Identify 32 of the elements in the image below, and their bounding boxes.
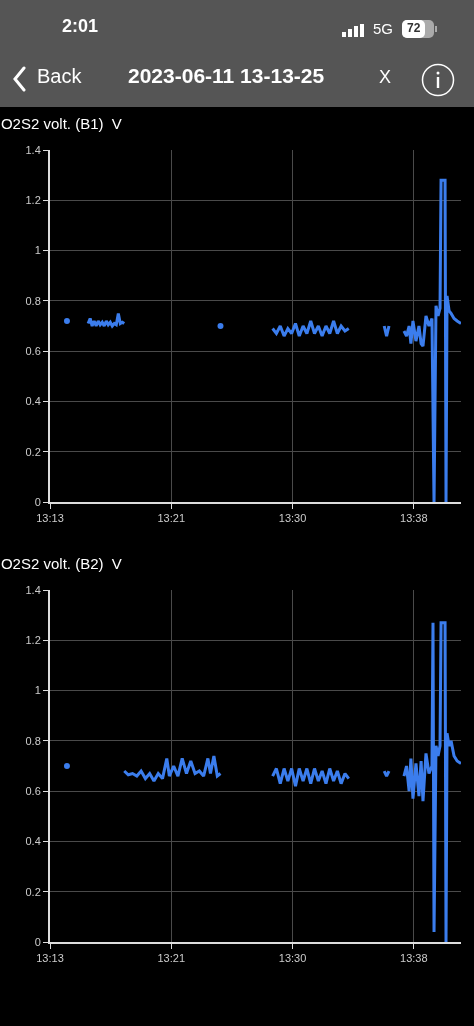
y-tick-label: 1 bbox=[34, 684, 41, 697]
chart-title: O2S2 volt. (B2) V bbox=[0, 555, 122, 573]
y-tick-label: 0.4 bbox=[25, 395, 41, 408]
y-tick-label: 0.6 bbox=[25, 344, 41, 357]
text: 72 bbox=[407, 21, 421, 35]
text: X bbox=[379, 67, 392, 88]
chart-title: O2S2 volt. (B1) V bbox=[0, 115, 122, 133]
x-tick-label: 13:13 bbox=[36, 952, 64, 965]
x-tick-label: 13:21 bbox=[157, 952, 186, 965]
y-tick-label: 1.2 bbox=[25, 194, 41, 207]
text: 5G bbox=[373, 20, 394, 37]
y-tick-label: 0.2 bbox=[25, 885, 41, 898]
y-tick-label: 1 bbox=[34, 244, 41, 257]
y-tick-label: 1.2 bbox=[25, 634, 41, 647]
x-tick-label: 13:21 bbox=[157, 512, 186, 525]
x-tick-label: 13:30 bbox=[278, 512, 307, 525]
y-tick-label: 0.6 bbox=[25, 784, 41, 797]
y-tick-label: 1.4 bbox=[25, 583, 41, 596]
y-tick-label: 0.8 bbox=[25, 734, 41, 747]
y-tick-label: 0.8 bbox=[25, 294, 41, 307]
y-tick-label: 0 bbox=[34, 935, 41, 948]
x-tick-label: 13:38 bbox=[400, 952, 428, 965]
y-tick-label: 0.4 bbox=[25, 835, 41, 848]
text: 2023-06-11 13-13-25 bbox=[128, 64, 325, 88]
y-tick-label: 1.4 bbox=[25, 143, 41, 156]
x-tick-label: 13:13 bbox=[36, 512, 64, 525]
x-tick-label: 13:30 bbox=[278, 952, 307, 965]
text: 2:01 bbox=[62, 16, 99, 37]
x-tick-label: 13:38 bbox=[400, 512, 428, 525]
y-tick-label: 0 bbox=[34, 495, 41, 508]
text: Back bbox=[37, 65, 82, 88]
y-tick-label: 0.2 bbox=[25, 445, 41, 458]
